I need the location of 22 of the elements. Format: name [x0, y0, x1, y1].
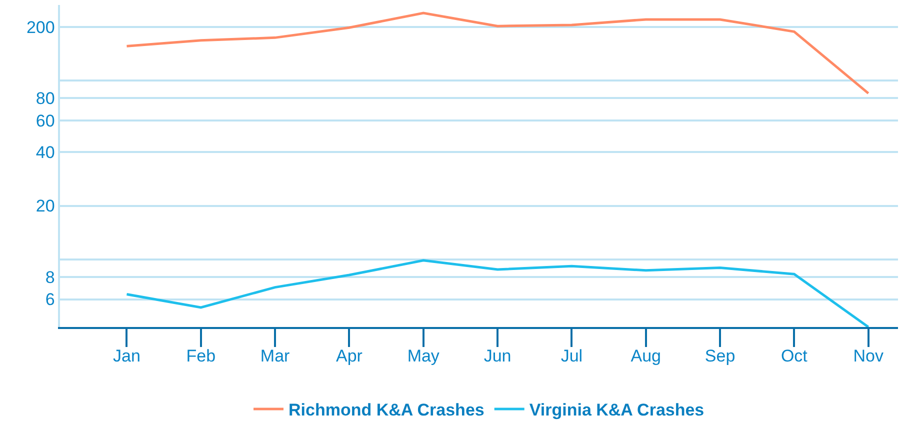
- x-tick-label: Jun: [484, 346, 512, 366]
- x-tick-label: Aug: [630, 346, 661, 366]
- x-tick-label: Mar: [260, 346, 290, 366]
- x-tick-label: May: [407, 346, 440, 366]
- y-tick-label: 80: [36, 89, 55, 108]
- y-tick-label: 20: [36, 196, 55, 216]
- x-tick-label: Jan: [113, 346, 140, 366]
- y-tick-label: 200: [26, 18, 55, 37]
- legend-label: Virginia K&A Crashes: [529, 400, 704, 420]
- x-tick-label: Sep: [704, 346, 736, 366]
- y-tick-label: 6: [45, 290, 55, 310]
- y-tick-label: 40: [36, 142, 55, 162]
- x-tick-label: Feb: [186, 346, 216, 366]
- line-series: [125, 259, 870, 327]
- x-tick-label: Jul: [560, 346, 583, 366]
- x-tick-label: Apr: [336, 346, 363, 366]
- legend-label: Richmond K&A Crashes: [288, 400, 484, 420]
- y-tick-label: 8: [45, 268, 55, 287]
- y-tick-label: 60: [36, 111, 55, 130]
- x-tick-label: Oct: [780, 346, 808, 366]
- line-series: [125, 12, 870, 95]
- x-tick-label: Nov: [853, 346, 884, 366]
